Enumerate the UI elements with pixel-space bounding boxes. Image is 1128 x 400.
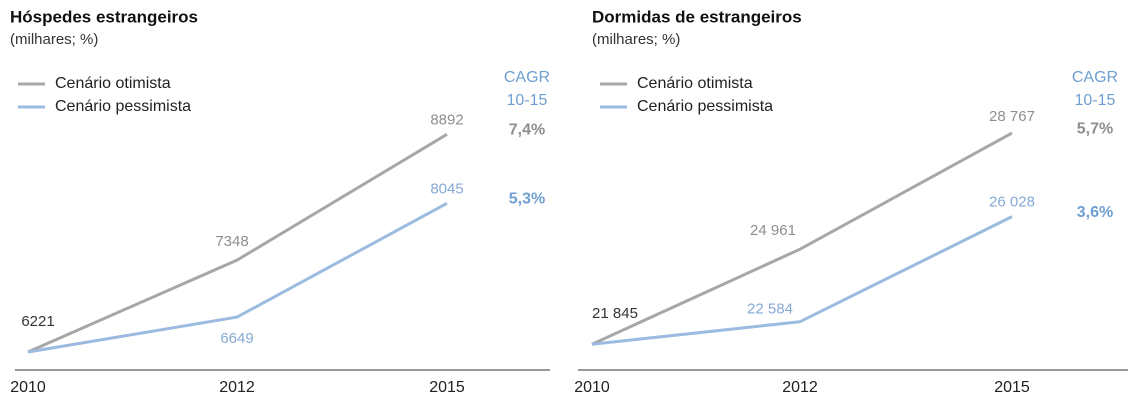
data-label: 24 961 xyxy=(750,222,796,239)
chart-subtitle: (milhares; %) xyxy=(10,31,98,48)
chart-subtitle: (milhares; %) xyxy=(592,31,680,48)
chart-title: Dormidas de estrangeiros xyxy=(592,7,802,26)
x-tick-label: 2010 xyxy=(574,379,610,396)
cagr-header: CAGR xyxy=(1072,69,1118,86)
data-label: 26 028 xyxy=(989,194,1035,211)
data-label: 7348 xyxy=(215,233,248,250)
cagr-value: 5,3% xyxy=(509,191,545,208)
data-label: 8892 xyxy=(430,111,463,128)
legend-label: Cenário pessimista xyxy=(637,98,773,115)
cagr-value: 7,4% xyxy=(509,122,545,139)
x-tick-label: 2015 xyxy=(429,379,465,396)
x-tick-label: 2012 xyxy=(782,379,818,396)
data-label: 21 845 xyxy=(592,305,638,322)
x-tick-label: 2015 xyxy=(994,379,1030,396)
data-label: 6649 xyxy=(220,330,253,347)
cagr-header: 10-15 xyxy=(507,92,548,109)
line xyxy=(591,131,1013,346)
line xyxy=(591,215,1013,346)
line xyxy=(27,202,448,354)
legend-label: Cenário pessimista xyxy=(55,98,191,115)
line xyxy=(27,133,448,354)
cagr-value: 3,6% xyxy=(1077,204,1113,221)
data-label: 6221 xyxy=(21,313,54,330)
cagr-header: CAGR xyxy=(504,69,550,86)
chart-title: Hóspedes estrangeiros xyxy=(10,7,198,26)
x-tick-label: 2010 xyxy=(10,379,46,396)
data-label: 28 767 xyxy=(989,108,1035,125)
legend-label: Cenário otimista xyxy=(55,75,171,92)
legend-label: Cenário otimista xyxy=(637,75,753,92)
data-label: 8045 xyxy=(430,180,463,197)
data-label: 22 584 xyxy=(747,301,793,318)
cagr-value: 5,7% xyxy=(1077,120,1113,137)
x-tick-label: 2012 xyxy=(219,379,255,396)
cagr-header: 10-15 xyxy=(1075,92,1116,109)
